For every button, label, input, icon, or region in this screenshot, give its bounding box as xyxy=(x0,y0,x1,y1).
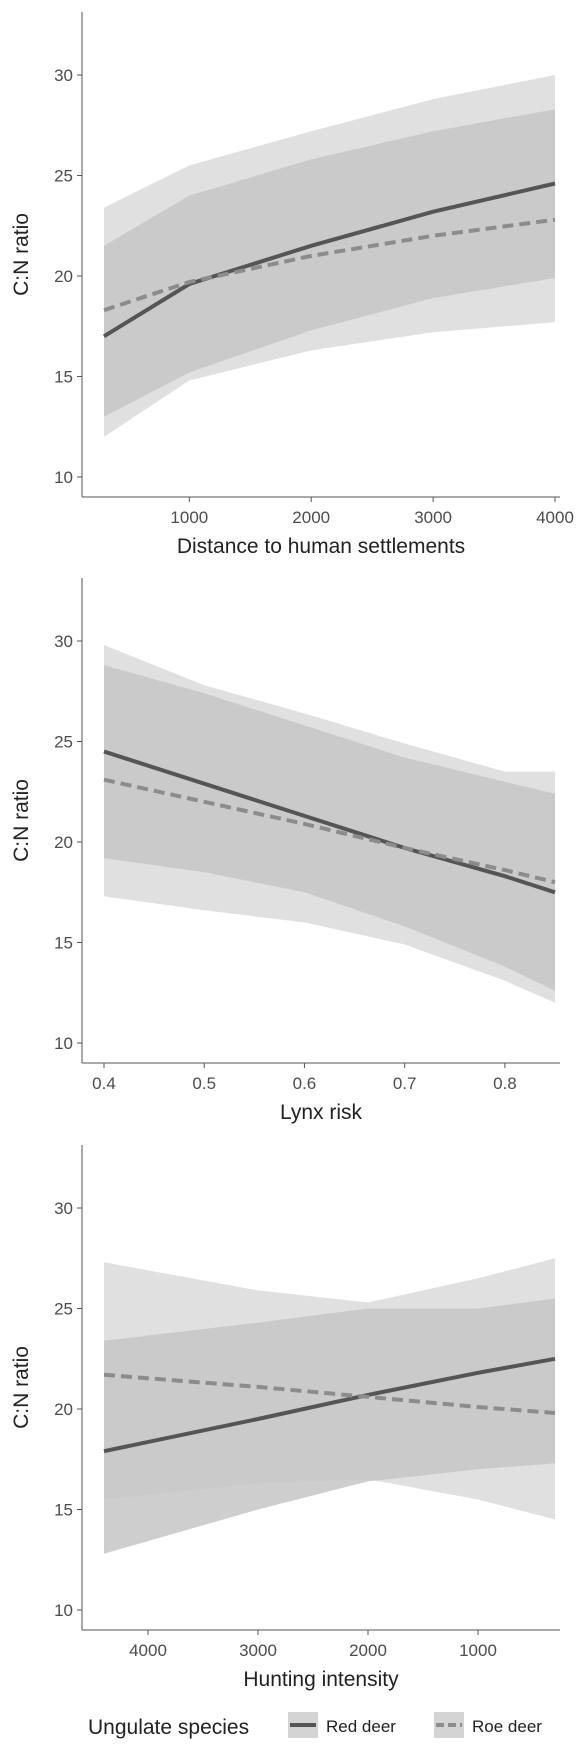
y-tick-label: 10 xyxy=(54,1601,73,1620)
chart-panel-3: 10 15 20 25 30 4000 3000 2000 1000 Hunting intens… xyxy=(10,1145,560,1691)
y-tick-label: 25 xyxy=(54,733,73,752)
x-tick-label: 0.8 xyxy=(493,1074,517,1093)
y-tick-label: 15 xyxy=(54,1501,73,1520)
x-tick-label: 2000 xyxy=(349,1641,387,1660)
y-tick-label: 20 xyxy=(54,267,73,286)
y-tick-label: 20 xyxy=(54,833,73,852)
roe-deer-line xyxy=(103,217,556,313)
y-tick-label: 20 xyxy=(54,1400,73,1419)
red-deer-line xyxy=(103,749,556,895)
y-tick-label: 30 xyxy=(54,632,73,651)
y-tick-label: 30 xyxy=(54,1199,73,1218)
legend: Ungulate species Red deer Roe deer xyxy=(88,1712,542,1739)
x-tick-label: 3000 xyxy=(239,1641,277,1660)
y-tick-label: 25 xyxy=(54,1300,73,1319)
y-axis-title: C:N ratio xyxy=(10,1346,33,1429)
x-axis-title: Hunting intensity xyxy=(243,1668,399,1691)
x-tick-label: 2000 xyxy=(292,508,330,527)
red-deer-confidence-band xyxy=(104,109,555,417)
x-tick-label: 0.4 xyxy=(92,1074,116,1093)
x-tick-label: 0.6 xyxy=(293,1074,317,1093)
red-deer-confidence-band xyxy=(104,1298,555,1554)
x-tick-label: 4000 xyxy=(129,1641,167,1660)
y-axis-title: C:N ratio xyxy=(10,213,33,296)
roe-deer-line xyxy=(103,777,556,885)
x-tick-label: 3000 xyxy=(414,508,452,527)
legend-title: Ungulate species xyxy=(88,1716,249,1739)
x-tick-label: 0.7 xyxy=(393,1074,417,1093)
y-tick-label: 15 xyxy=(54,934,73,953)
y-axis-title: C:N ratio xyxy=(10,779,33,862)
chart-panel-1: 10 15 20 25 30 1000 2000 3000 4000 Distance to hu… xyxy=(10,12,574,558)
chart-panel-2: 10 15 20 25 30 0.4 0.5 0.6 0.7 0.8 Lynx risk C:N ra… xyxy=(10,578,560,1124)
x-tick-label: 4000 xyxy=(536,508,574,527)
legend-label-red-deer: Red deer xyxy=(326,1717,396,1736)
x-tick-label: 1000 xyxy=(170,508,208,527)
x-tick-label: 1000 xyxy=(459,1641,497,1660)
x-tick-label: 0.5 xyxy=(192,1074,216,1093)
y-tick-label: 15 xyxy=(54,368,73,387)
y-tick-label: 25 xyxy=(54,167,73,186)
y-tick-label: 30 xyxy=(54,66,73,85)
red-deer-line xyxy=(102,181,556,339)
x-axis-title: Distance to human settlements xyxy=(177,535,465,558)
y-tick-label: 10 xyxy=(54,1034,73,1053)
legend-label-roe-deer: Roe deer xyxy=(472,1717,542,1736)
x-axis-title: Lynx risk xyxy=(280,1101,363,1124)
roe-deer-line xyxy=(103,1372,556,1415)
y-tick-label: 10 xyxy=(54,468,73,487)
